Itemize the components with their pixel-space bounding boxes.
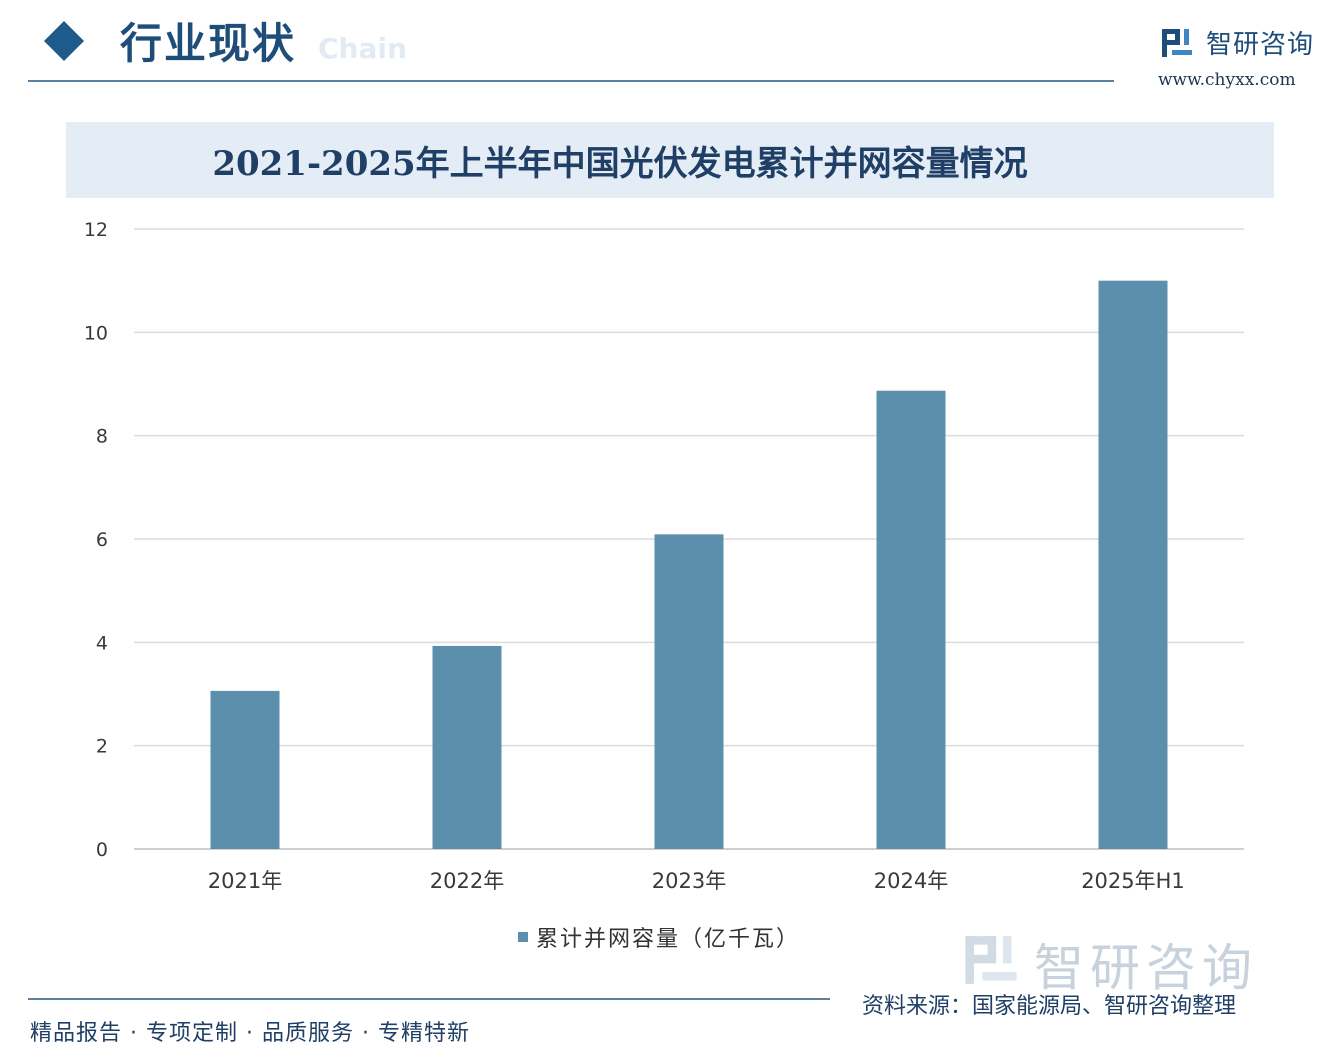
watermark-text: 智研咨询 [1034, 939, 1258, 997]
x-tick-label: 2022年 [430, 869, 504, 893]
y-tick-label: 8 [96, 426, 108, 448]
y-tick-label: 2 [96, 736, 108, 758]
x-axis-ticks: 2021年 2022年 2023年 2024年 2025年H1 [208, 869, 1185, 893]
diamond-icon [44, 21, 84, 61]
brand-logo-icon [1162, 29, 1192, 57]
source-note: 资料来源：国家能源局、智研咨询整理 [862, 994, 1237, 1019]
footer-divider [28, 998, 830, 1000]
chart-title-band [66, 122, 1274, 198]
legend-label: 累计并网容量（亿千瓦） [536, 927, 801, 952]
bar [654, 534, 724, 849]
header-divider [28, 80, 1114, 82]
x-tick-label: 2025年H1 [1081, 869, 1185, 893]
legend-swatch [518, 932, 528, 942]
chart-title: 2021-2025年上半年中国光伏发电累计并网容量情况 [212, 144, 1028, 184]
brand-name: 智研咨询 [1206, 30, 1315, 60]
ghost-subtitle: Chain [318, 32, 407, 65]
bar [1098, 280, 1168, 850]
watermark-logo-icon [965, 936, 1017, 984]
y-tick-label: 0 [96, 839, 108, 861]
y-tick-label: 6 [96, 529, 108, 551]
y-tick-label: 10 [84, 322, 108, 344]
y-axis-ticks: 0 2 4 6 8 10 12 [84, 219, 108, 861]
x-tick-label: 2024年 [874, 869, 948, 893]
y-tick-label: 4 [96, 632, 108, 654]
bar [432, 645, 502, 849]
footer-tagline: 精品报告 · 专项定制 · 品质服务 · 专精特新 [30, 1021, 470, 1046]
bars [210, 280, 1168, 850]
x-tick-label: 2023年 [652, 869, 726, 893]
legend: 累计并网容量（亿千瓦） [518, 921, 800, 953]
section-title: 行业现状 [120, 19, 297, 68]
y-tick-label: 12 [84, 219, 108, 241]
bar [210, 690, 280, 849]
brand-url: www.chyxx.com [1158, 70, 1296, 90]
x-tick-label: 2021年 [208, 869, 282, 893]
bar [876, 390, 946, 849]
